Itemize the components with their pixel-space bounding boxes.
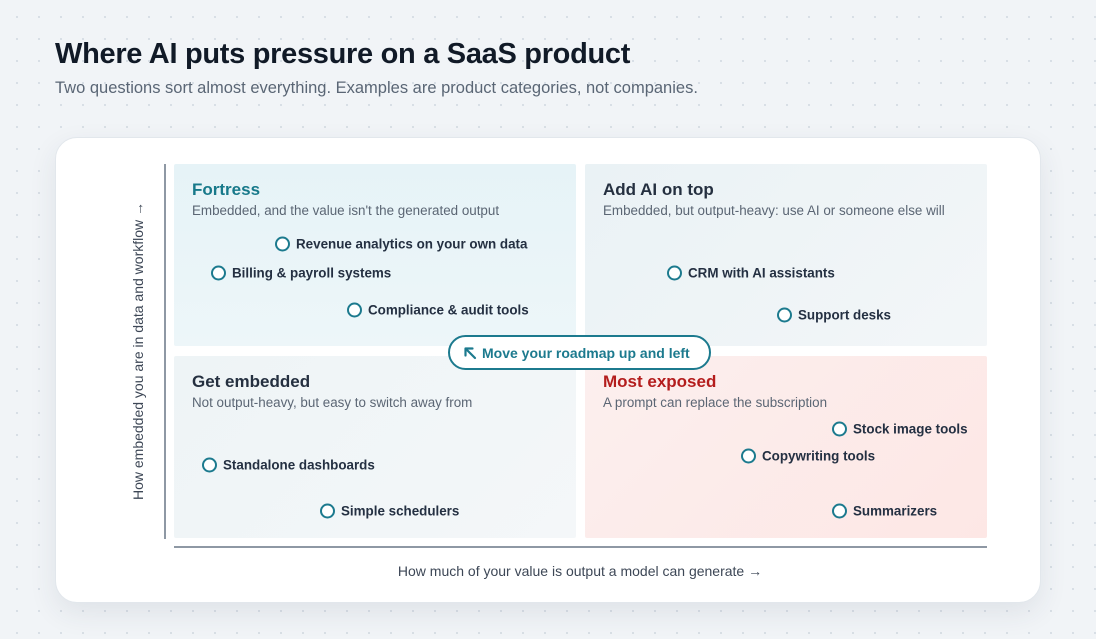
circle-marker-icon — [202, 457, 217, 473]
page-subtitle: Two questions sort almost everything. Ex… — [55, 79, 698, 97]
callout-label: Move your roadmap up and left — [482, 344, 690, 361]
item-label: Simple schedulers — [341, 503, 460, 519]
circle-marker-icon — [832, 503, 847, 519]
quadrant-item: CRM with AI assistants — [667, 265, 835, 281]
circle-marker-icon — [741, 448, 756, 464]
arrow-up-left-icon — [464, 346, 477, 359]
y-axis-line — [164, 164, 166, 539]
circle-marker-icon — [777, 307, 792, 323]
y-axis-label: How embedded you are in data and workflo… — [130, 201, 146, 501]
quadrant-title: Fortress — [192, 180, 261, 199]
roadmap-callout: Move your roadmap up and left — [448, 335, 711, 370]
quadrant-fortress: Fortress Embedded, and the value isn't t… — [174, 164, 576, 346]
item-label: Billing & payroll systems — [232, 265, 392, 281]
circle-marker-icon — [275, 236, 290, 252]
quadrant-item: Stock image tools — [832, 421, 968, 437]
item-label: CRM with AI assistants — [688, 265, 835, 281]
circle-marker-icon — [667, 265, 682, 281]
x-axis-label: How much of your value is output a model… — [397, 563, 763, 579]
quadrant-title: Get embedded — [192, 372, 311, 391]
circle-marker-icon — [347, 302, 362, 318]
quadrant-item: Revenue analytics on your own data — [275, 236, 528, 252]
quadrant-get-embedded: Get embedded Not output-heavy, but easy … — [174, 356, 576, 538]
item-label: Stock image tools — [853, 421, 968, 437]
quadrant-item: Compliance & audit tools — [347, 302, 529, 318]
quadrant-item: Summarizers — [832, 503, 938, 519]
quadrant-item: Standalone dashboards — [202, 457, 375, 473]
quadrant-item: Support desks — [777, 307, 892, 323]
item-label: Compliance & audit tools — [368, 302, 529, 318]
circle-marker-icon — [211, 265, 226, 281]
quadrant-most-exposed: Most exposed A prompt can replace the su… — [585, 356, 987, 538]
quadrant-item: Copywriting tools — [741, 448, 876, 464]
quadrant-subtitle: Embedded, but output-heavy: use AI or so… — [603, 203, 945, 218]
quadrant-subtitle: Not output-heavy, but easy to switch awa… — [192, 395, 473, 410]
circle-marker-icon — [320, 503, 335, 519]
item-label: Revenue analytics on your own data — [296, 236, 528, 252]
quadrant-item: Billing & payroll systems — [211, 265, 392, 281]
circle-marker-icon — [832, 421, 847, 437]
item-label: Summarizers — [853, 503, 938, 519]
item-label: Support desks — [798, 307, 892, 323]
item-label: Copywriting tools — [762, 448, 876, 464]
item-label: Standalone dashboards — [223, 457, 375, 473]
quadrant-subtitle: Embedded, and the value isn't the genera… — [192, 203, 500, 218]
page-title: Where AI puts pressure on a SaaS product — [55, 38, 631, 70]
quadrant-title: Most exposed — [603, 372, 717, 391]
quadrant-item: Simple schedulers — [320, 503, 460, 519]
quadrant-subtitle: A prompt can replace the subscription — [603, 395, 828, 410]
quadrant-add-ai-on-top: Add AI on top Embedded, but output-heavy… — [585, 164, 987, 346]
quadrant-title: Add AI on top — [603, 180, 714, 199]
x-axis-line — [174, 546, 987, 548]
